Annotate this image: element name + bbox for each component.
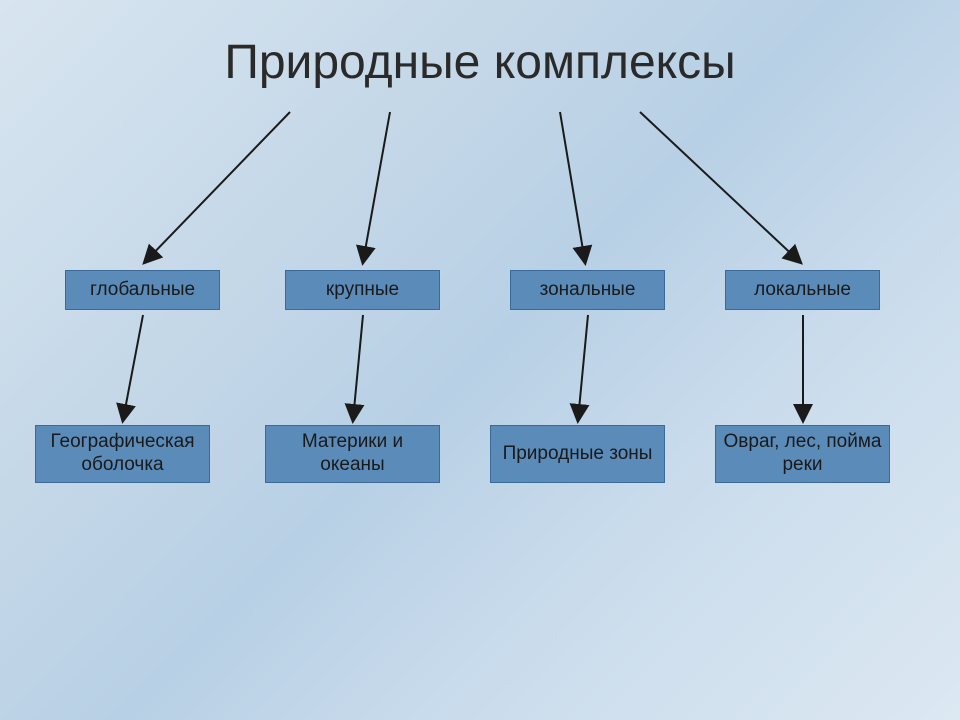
node-geographic-shell: Географическая оболочка: [35, 425, 210, 483]
arrow-layer: [0, 0, 960, 720]
arrow-top-3: [640, 112, 800, 262]
node-large: крупные: [285, 270, 440, 310]
arrow-mid-2: [578, 315, 588, 420]
arrow-top-0: [145, 112, 290, 262]
node-global: глобальные: [65, 270, 220, 310]
arrow-top-2: [560, 112, 585, 262]
diagram-title: Природные комплексы: [0, 35, 960, 90]
node-zonal: зональные: [510, 270, 665, 310]
node-continents-oceans: Материки и океаны: [265, 425, 440, 483]
node-ravine-forest-river: Овраг, лес, пойма реки: [715, 425, 890, 483]
node-local: локальные: [725, 270, 880, 310]
arrow-group: [123, 112, 803, 420]
arrow-top-1: [363, 112, 390, 262]
node-natural-zones: Природные зоны: [490, 425, 665, 483]
arrow-mid-0: [123, 315, 143, 420]
arrow-mid-1: [353, 315, 363, 420]
